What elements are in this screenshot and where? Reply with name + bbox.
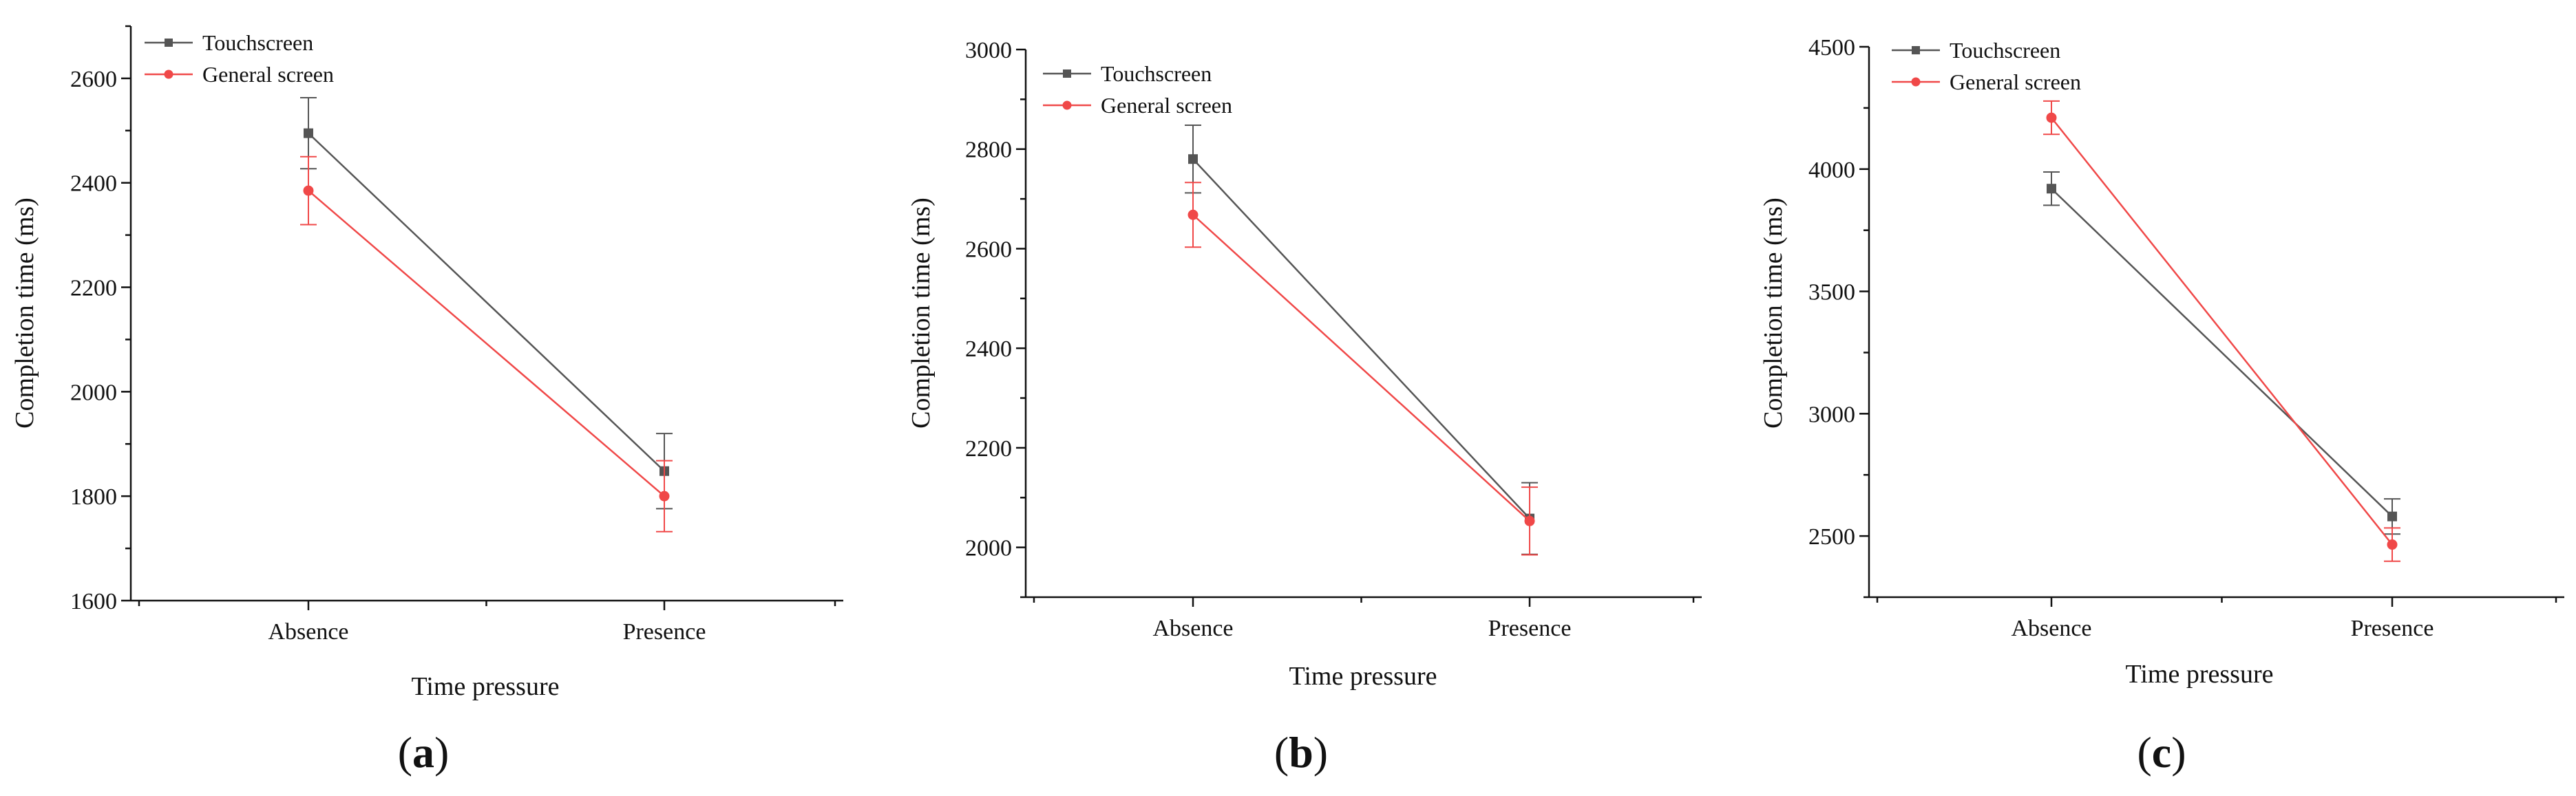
series-layer bbox=[2043, 100, 2400, 562]
y-tick-label: 2500 bbox=[1808, 524, 1855, 550]
legend-marker bbox=[165, 39, 173, 47]
data-point bbox=[2387, 511, 2397, 521]
x-tick-label: Presence bbox=[1488, 616, 1572, 641]
data-point bbox=[1524, 515, 1535, 526]
y-tick-label: 1800 bbox=[70, 484, 117, 510]
legend-marker bbox=[1911, 77, 1921, 87]
series-general-screen bbox=[1185, 182, 1538, 556]
series-touchscreen bbox=[2043, 171, 2400, 535]
legend: Touchscreen General screen bbox=[145, 30, 334, 87]
legend: Touchscreen General screen bbox=[1043, 61, 1232, 118]
data-point bbox=[304, 128, 313, 138]
x-tick-label: Absence bbox=[2011, 616, 2091, 641]
tick-group: 2500 3000 3500 4000 4500 Absence Presence bbox=[1808, 35, 2557, 641]
y-tick-label: 3000 bbox=[1808, 402, 1855, 427]
legend-label: Touchscreen bbox=[1101, 61, 1212, 86]
data-point bbox=[1188, 154, 1198, 164]
series-general-screen bbox=[300, 155, 673, 533]
legend-label: General screen bbox=[202, 62, 334, 87]
legend-label: Touchscreen bbox=[1950, 38, 2060, 63]
y-axis-title: Completion time (ms) bbox=[10, 197, 39, 429]
y-tick-label: 2600 bbox=[965, 237, 1012, 262]
data-point bbox=[1187, 209, 1199, 220]
series-general-screen bbox=[2043, 100, 2400, 562]
y-axis-title: Completion time (ms) bbox=[1759, 197, 1788, 429]
x-axis-title: Time pressure bbox=[412, 672, 560, 701]
tick-group: 2000 2200 2400 2600 2800 3000 Absence Presence bbox=[965, 38, 1695, 641]
series-line bbox=[308, 132, 665, 472]
series-line bbox=[308, 190, 665, 497]
data-point bbox=[659, 491, 670, 502]
panel-letter: b bbox=[1289, 728, 1313, 777]
legend-label: General screen bbox=[1101, 93, 1232, 118]
legend-label: General screen bbox=[1950, 69, 2081, 94]
data-point bbox=[2046, 112, 2057, 123]
y-tick-label: 4000 bbox=[1808, 158, 1855, 183]
x-tick-label: Presence bbox=[623, 619, 706, 645]
y-tick-label: 2800 bbox=[965, 138, 1012, 163]
legend: Touchscreen General screen bbox=[1892, 38, 2081, 94]
tick-group: 1600 1800 2000 2200 2400 2600 Absence Presence bbox=[70, 25, 836, 645]
panel-letter: a bbox=[412, 728, 434, 777]
series-layer bbox=[1185, 124, 1538, 556]
data-point bbox=[303, 185, 314, 196]
series-line bbox=[2051, 188, 2393, 517]
y-tick-label: 3000 bbox=[965, 38, 1012, 63]
data-point bbox=[2387, 539, 2398, 550]
y-tick-label: 2000 bbox=[965, 536, 1012, 561]
y-axis-title: Completion time (ms) bbox=[907, 197, 936, 429]
panel-label-b: (b) bbox=[1274, 728, 1328, 777]
x-tick-label: Presence bbox=[2351, 616, 2434, 641]
x-tick-label: Absence bbox=[268, 619, 348, 645]
series-touchscreen bbox=[1185, 124, 1538, 555]
y-tick-label: 2400 bbox=[70, 171, 117, 197]
y-tick-label: 4500 bbox=[1808, 35, 1855, 61]
panel-letter: c bbox=[2152, 728, 2171, 777]
y-tick-label: 2200 bbox=[965, 436, 1012, 462]
legend-marker bbox=[1063, 69, 1071, 78]
panel-label-c: (c) bbox=[2137, 728, 2186, 777]
x-axis-title: Time pressure bbox=[1289, 662, 1437, 691]
series-layer bbox=[300, 96, 673, 533]
y-tick-label: 2600 bbox=[70, 67, 117, 92]
series-line bbox=[1192, 214, 1530, 522]
series-touchscreen bbox=[300, 96, 673, 510]
y-tick-label: 1600 bbox=[70, 589, 117, 614]
y-tick-label: 2400 bbox=[965, 336, 1012, 362]
x-tick-label: Absence bbox=[1152, 616, 1233, 641]
legend-marker bbox=[164, 69, 173, 79]
x-axis-title: Time pressure bbox=[2126, 660, 2274, 689]
data-point bbox=[2047, 184, 2056, 194]
series-line bbox=[1192, 158, 1530, 519]
y-tick-label: 2000 bbox=[70, 380, 117, 405]
y-tick-label: 3500 bbox=[1808, 280, 1855, 305]
panel-label-a: (a) bbox=[398, 728, 450, 777]
y-tick-label: 2200 bbox=[70, 276, 117, 301]
legend-marker bbox=[1062, 100, 1072, 110]
legend-marker bbox=[1912, 46, 1920, 54]
chart-panel-c: 2500 3000 3500 4000 4500 Absence Presence Touc… bbox=[1759, 35, 2564, 777]
series-line bbox=[2051, 117, 2393, 546]
legend-label: Touchscreen bbox=[202, 30, 313, 55]
